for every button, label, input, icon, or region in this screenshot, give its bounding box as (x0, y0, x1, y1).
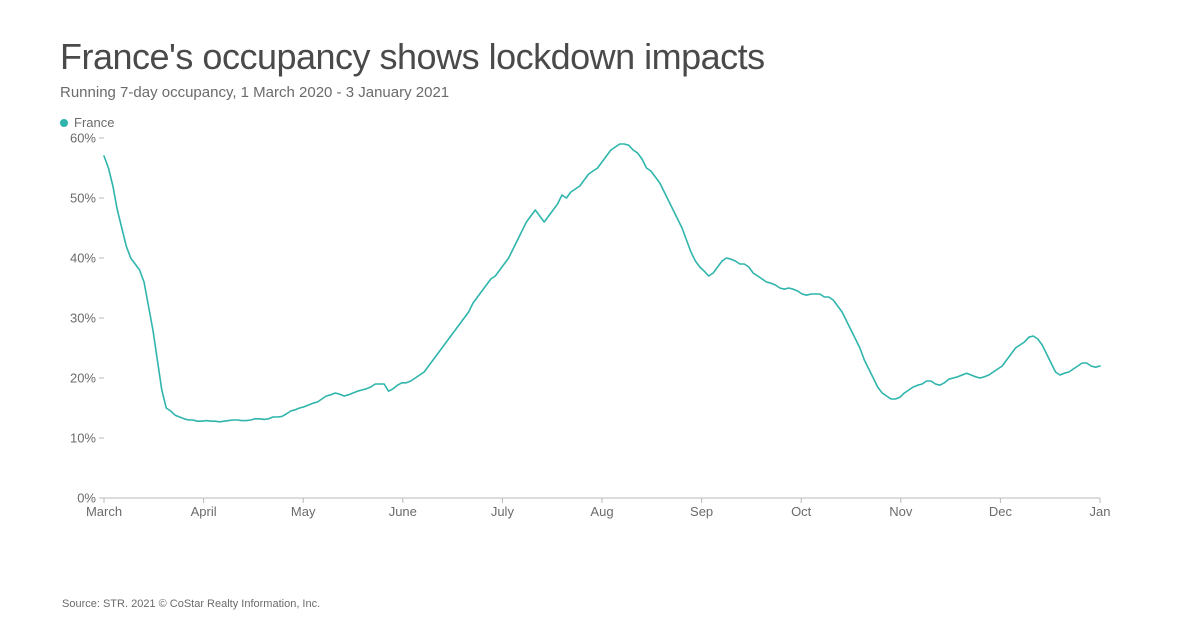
x-axis-label: Dec (989, 504, 1012, 519)
y-axis-label: 30% (70, 311, 96, 326)
x-axis-label: July (491, 504, 514, 519)
x-axis-label: Jan (1090, 504, 1111, 519)
page-title: France's occupancy shows lockdown impact… (60, 36, 1140, 78)
x-axis-label: April (191, 504, 217, 519)
y-axis-label: 20% (70, 371, 96, 386)
x-axis-label: Sep (690, 504, 713, 519)
subtitle: Running 7-day occupancy, 1 March 2020 - … (60, 84, 1140, 101)
source-line: Source: STR. 2021 © CoStar Realty Inform… (62, 598, 320, 610)
x-axis-label: March (86, 504, 122, 519)
chart-svg (104, 138, 1100, 506)
legend: France (60, 115, 1140, 130)
y-axis-label: 40% (70, 251, 96, 266)
y-axis-label: 60% (70, 131, 96, 146)
legend-dot (60, 119, 68, 127)
x-axis-label: Aug (590, 504, 613, 519)
legend-label: France (74, 115, 114, 130)
x-axis-label: Oct (791, 504, 811, 519)
x-axis-label: June (389, 504, 417, 519)
x-axis-label: May (291, 504, 316, 519)
chart-area: 0%10%20%30%40%50%60%MarchAprilMayJuneJul… (60, 138, 1140, 498)
y-axis-label: 10% (70, 431, 96, 446)
series-line-france (104, 144, 1100, 422)
x-axis-label: Nov (889, 504, 912, 519)
y-axis-label: 50% (70, 191, 96, 206)
